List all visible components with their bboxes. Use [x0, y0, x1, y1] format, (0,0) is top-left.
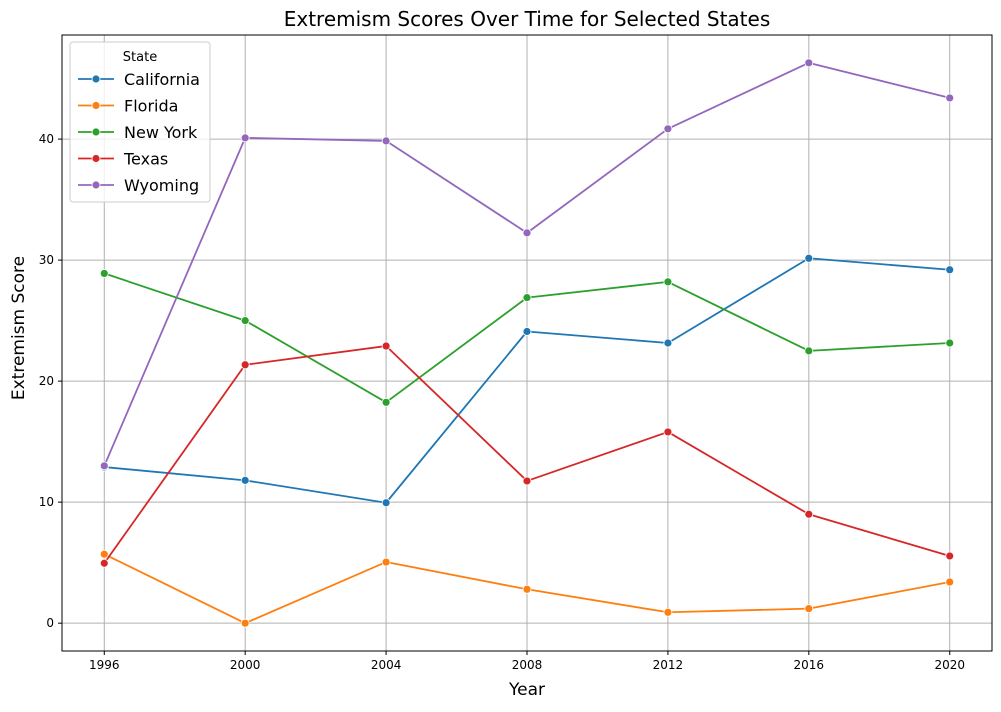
data-point-california [381, 498, 391, 508]
data-point-new-york [240, 316, 250, 326]
data-point-california [522, 327, 532, 336]
legend-title: State [123, 50, 157, 65]
series-florida [99, 549, 955, 628]
x-tick-label: 2012 [653, 658, 684, 672]
legend-label-florida: Florida [124, 97, 178, 116]
x-tick-label: 2000 [230, 658, 261, 672]
y-axis-label: Extremism Score [9, 256, 29, 400]
data-point-new-york [522, 293, 532, 303]
legend-marker-texas [91, 154, 101, 163]
y-tick-label: 20 [39, 374, 54, 388]
x-tick-label: 2008 [512, 658, 543, 672]
data-point-texas [240, 360, 250, 370]
data-point-texas [945, 551, 955, 561]
data-point-texas [381, 341, 391, 351]
series-texas [99, 341, 955, 568]
legend: State California Florida New York Texas Wyomi… [69, 41, 211, 203]
legend-item-florida: Florida [78, 97, 178, 116]
legend-label-texas: Texas [123, 150, 168, 169]
legend-item-new-york: New York [78, 123, 198, 142]
legend-item-california: California [78, 70, 200, 89]
legend-marker-wyoming [91, 180, 101, 190]
data-point-california [945, 265, 955, 275]
data-point-new-york [804, 346, 814, 356]
data-point-texas [522, 476, 532, 486]
data-point-wyoming [663, 124, 673, 134]
data-point-wyoming [945, 93, 955, 103]
data-point-florida [99, 549, 109, 559]
x-tick-label: 2004 [371, 658, 402, 672]
legend-item-wyoming: Wyoming [78, 176, 199, 195]
data-point-california [240, 475, 250, 485]
data-point-florida [240, 618, 250, 628]
data-point-texas [804, 509, 814, 519]
data-point-wyoming [522, 228, 532, 238]
series-wyoming [99, 58, 955, 471]
series-layer [99, 58, 955, 628]
x-tick-label: 2020 [934, 658, 965, 672]
data-point-texas [99, 558, 109, 568]
y-tick-label: 0 [46, 616, 54, 630]
x-tick-label: 2016 [794, 658, 825, 672]
data-point-california [804, 253, 814, 263]
data-point-florida [663, 607, 673, 617]
series-new-york [99, 269, 955, 407]
legend-marker-new-york [91, 127, 101, 137]
legend-label-wyoming: Wyoming [124, 176, 199, 195]
data-point-texas [663, 427, 673, 437]
y-tick-label: 40 [39, 132, 54, 146]
data-point-wyoming [99, 461, 109, 471]
x-tick-label: 1996 [89, 658, 120, 672]
data-point-california [663, 338, 673, 348]
data-point-florida [522, 584, 532, 594]
data-point-florida [945, 577, 955, 587]
data-point-wyoming [804, 58, 814, 68]
data-point-new-york [945, 338, 955, 348]
chart-title: Extremism Scores Over Time for Selected … [284, 7, 771, 31]
data-point-new-york [381, 397, 391, 407]
y-tick-label: 30 [39, 253, 54, 267]
legend-item-texas: Texas [78, 150, 168, 169]
legend-marker-california [91, 74, 101, 84]
ticks: 1996 2000 2004 2008 2012 2016 2020 0 10 20 30 40 [39, 132, 965, 672]
legend-label-california: California [124, 70, 200, 89]
legend-box [69, 41, 211, 203]
data-point-florida [381, 557, 391, 567]
y-tick-label: 10 [39, 495, 54, 509]
data-point-florida [804, 604, 814, 614]
data-point-wyoming [381, 136, 391, 146]
data-point-new-york [99, 269, 109, 278]
x-axis-label: Year [508, 680, 545, 700]
legend-marker-florida [91, 101, 101, 110]
legend-label-new-york: New York [124, 123, 198, 142]
data-point-new-york [663, 277, 673, 287]
data-point-wyoming [240, 133, 250, 143]
